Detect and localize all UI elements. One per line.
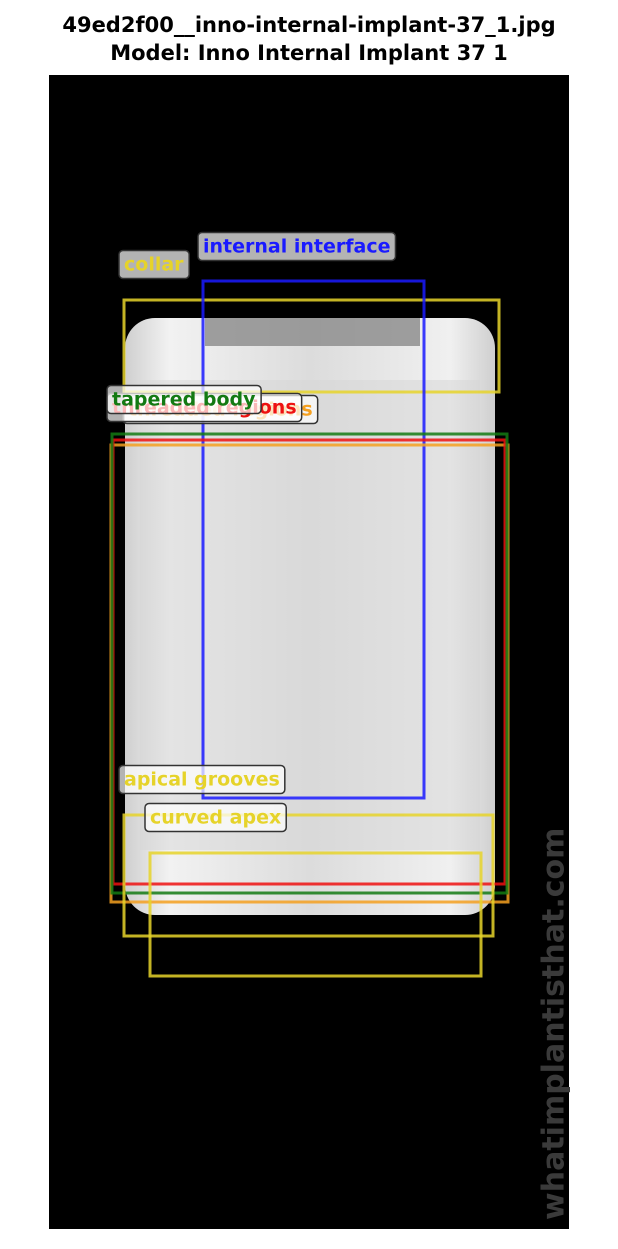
bounding-box <box>110 432 509 895</box>
label-text: internal interface <box>203 236 390 258</box>
subtitle: Model: Inno Internal Implant 37 1 <box>110 41 508 65</box>
annotation-label: apical grooves <box>118 764 286 795</box>
annotation-label: curved apex <box>144 802 287 833</box>
label-text: tapered body <box>112 389 256 411</box>
annotation-label: collar <box>118 249 190 280</box>
bounding-box <box>201 279 426 800</box>
annotation-label: tapered body <box>106 384 262 415</box>
label-text: collar <box>124 254 184 276</box>
label-text: apical grooves <box>124 769 280 791</box>
watermark: whatimplantisthat.com <box>537 828 572 1220</box>
label-background <box>118 249 190 280</box>
label-text: curved apex <box>150 807 281 829</box>
label-background <box>197 231 397 262</box>
label-background <box>106 384 262 415</box>
title: 49ed2f00__inno-internal-implant-37_1.jpg <box>62 13 555 37</box>
label-background <box>144 802 287 833</box>
bounding-box <box>148 851 483 978</box>
annotation-label: internal interface <box>197 231 397 262</box>
label-background <box>118 764 286 795</box>
bounding-box <box>122 813 495 938</box>
bounding-box <box>122 298 501 394</box>
